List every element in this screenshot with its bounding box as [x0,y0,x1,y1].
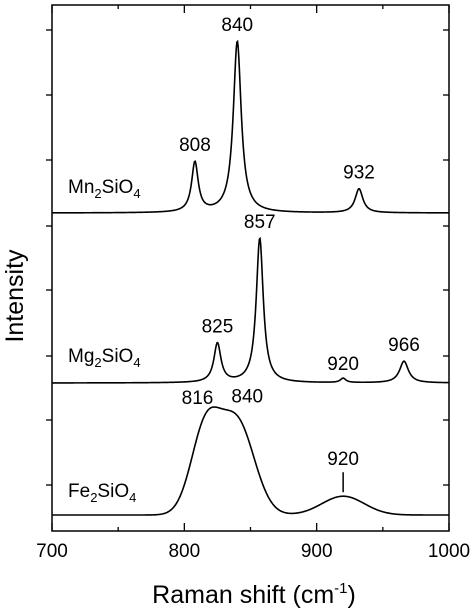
x-tick-label: 1000 [428,541,470,562]
peak-label: 808 [179,135,211,156]
plot-frame [51,4,450,532]
spectrum-line-3 [52,406,449,516]
peak-label: 857 [244,212,276,233]
peak-label: 825 [202,317,234,338]
series-label-subscript: 4 [129,490,136,505]
spectrum-curves [52,39,449,516]
x-axis-label-main: Raman shift (cm [152,581,334,609]
x-axis-label: Raman shift (cm-1) [152,580,356,609]
peak-label: 932 [343,163,375,184]
y-axis-ticks [46,29,449,486]
series-label-text: SiO [97,481,129,502]
series-label-subscript: 2 [94,355,101,370]
peak-label: 920 [327,354,359,375]
x-axis-label-tail: ) [348,581,356,609]
peak-label: 966 [388,335,420,356]
series-label-text: Fe [68,481,90,502]
spectrum-line-1 [52,39,449,214]
series-label-subscript: 2 [94,186,101,201]
series-label: Mg2SiO4 [68,346,141,370]
series-label-subscript: 4 [133,186,140,201]
x-tick-label: 700 [36,541,68,562]
x-axis-ticks: 700 800 900 1000 [36,5,470,562]
series-label: Fe2SiO4 [68,481,136,505]
peak-label: 920 [327,449,359,470]
y-axis-label: Intensity [1,249,29,343]
series-label: Mn2SiO4 [68,177,141,201]
series-label-subscript: 2 [90,490,97,505]
series-label-text: Mn [68,177,94,198]
peak-label: 840 [221,15,253,36]
series-label-text: SiO [102,346,134,367]
series-label-subscript: 4 [133,355,140,370]
peak-labels: 808 840 932 825 857 920 966 816 840 920 [179,15,420,493]
x-tick-label: 800 [168,541,200,562]
series-label-text: SiO [102,177,134,198]
x-tick-label: 900 [301,541,333,562]
peak-label: 840 [231,387,263,408]
spectrum-line-2 [52,236,449,384]
series-label-text: Mg [68,346,94,367]
x-axis-label-superscript: -1 [334,580,347,597]
peak-label: 816 [182,388,214,409]
plot-border [51,4,450,532]
